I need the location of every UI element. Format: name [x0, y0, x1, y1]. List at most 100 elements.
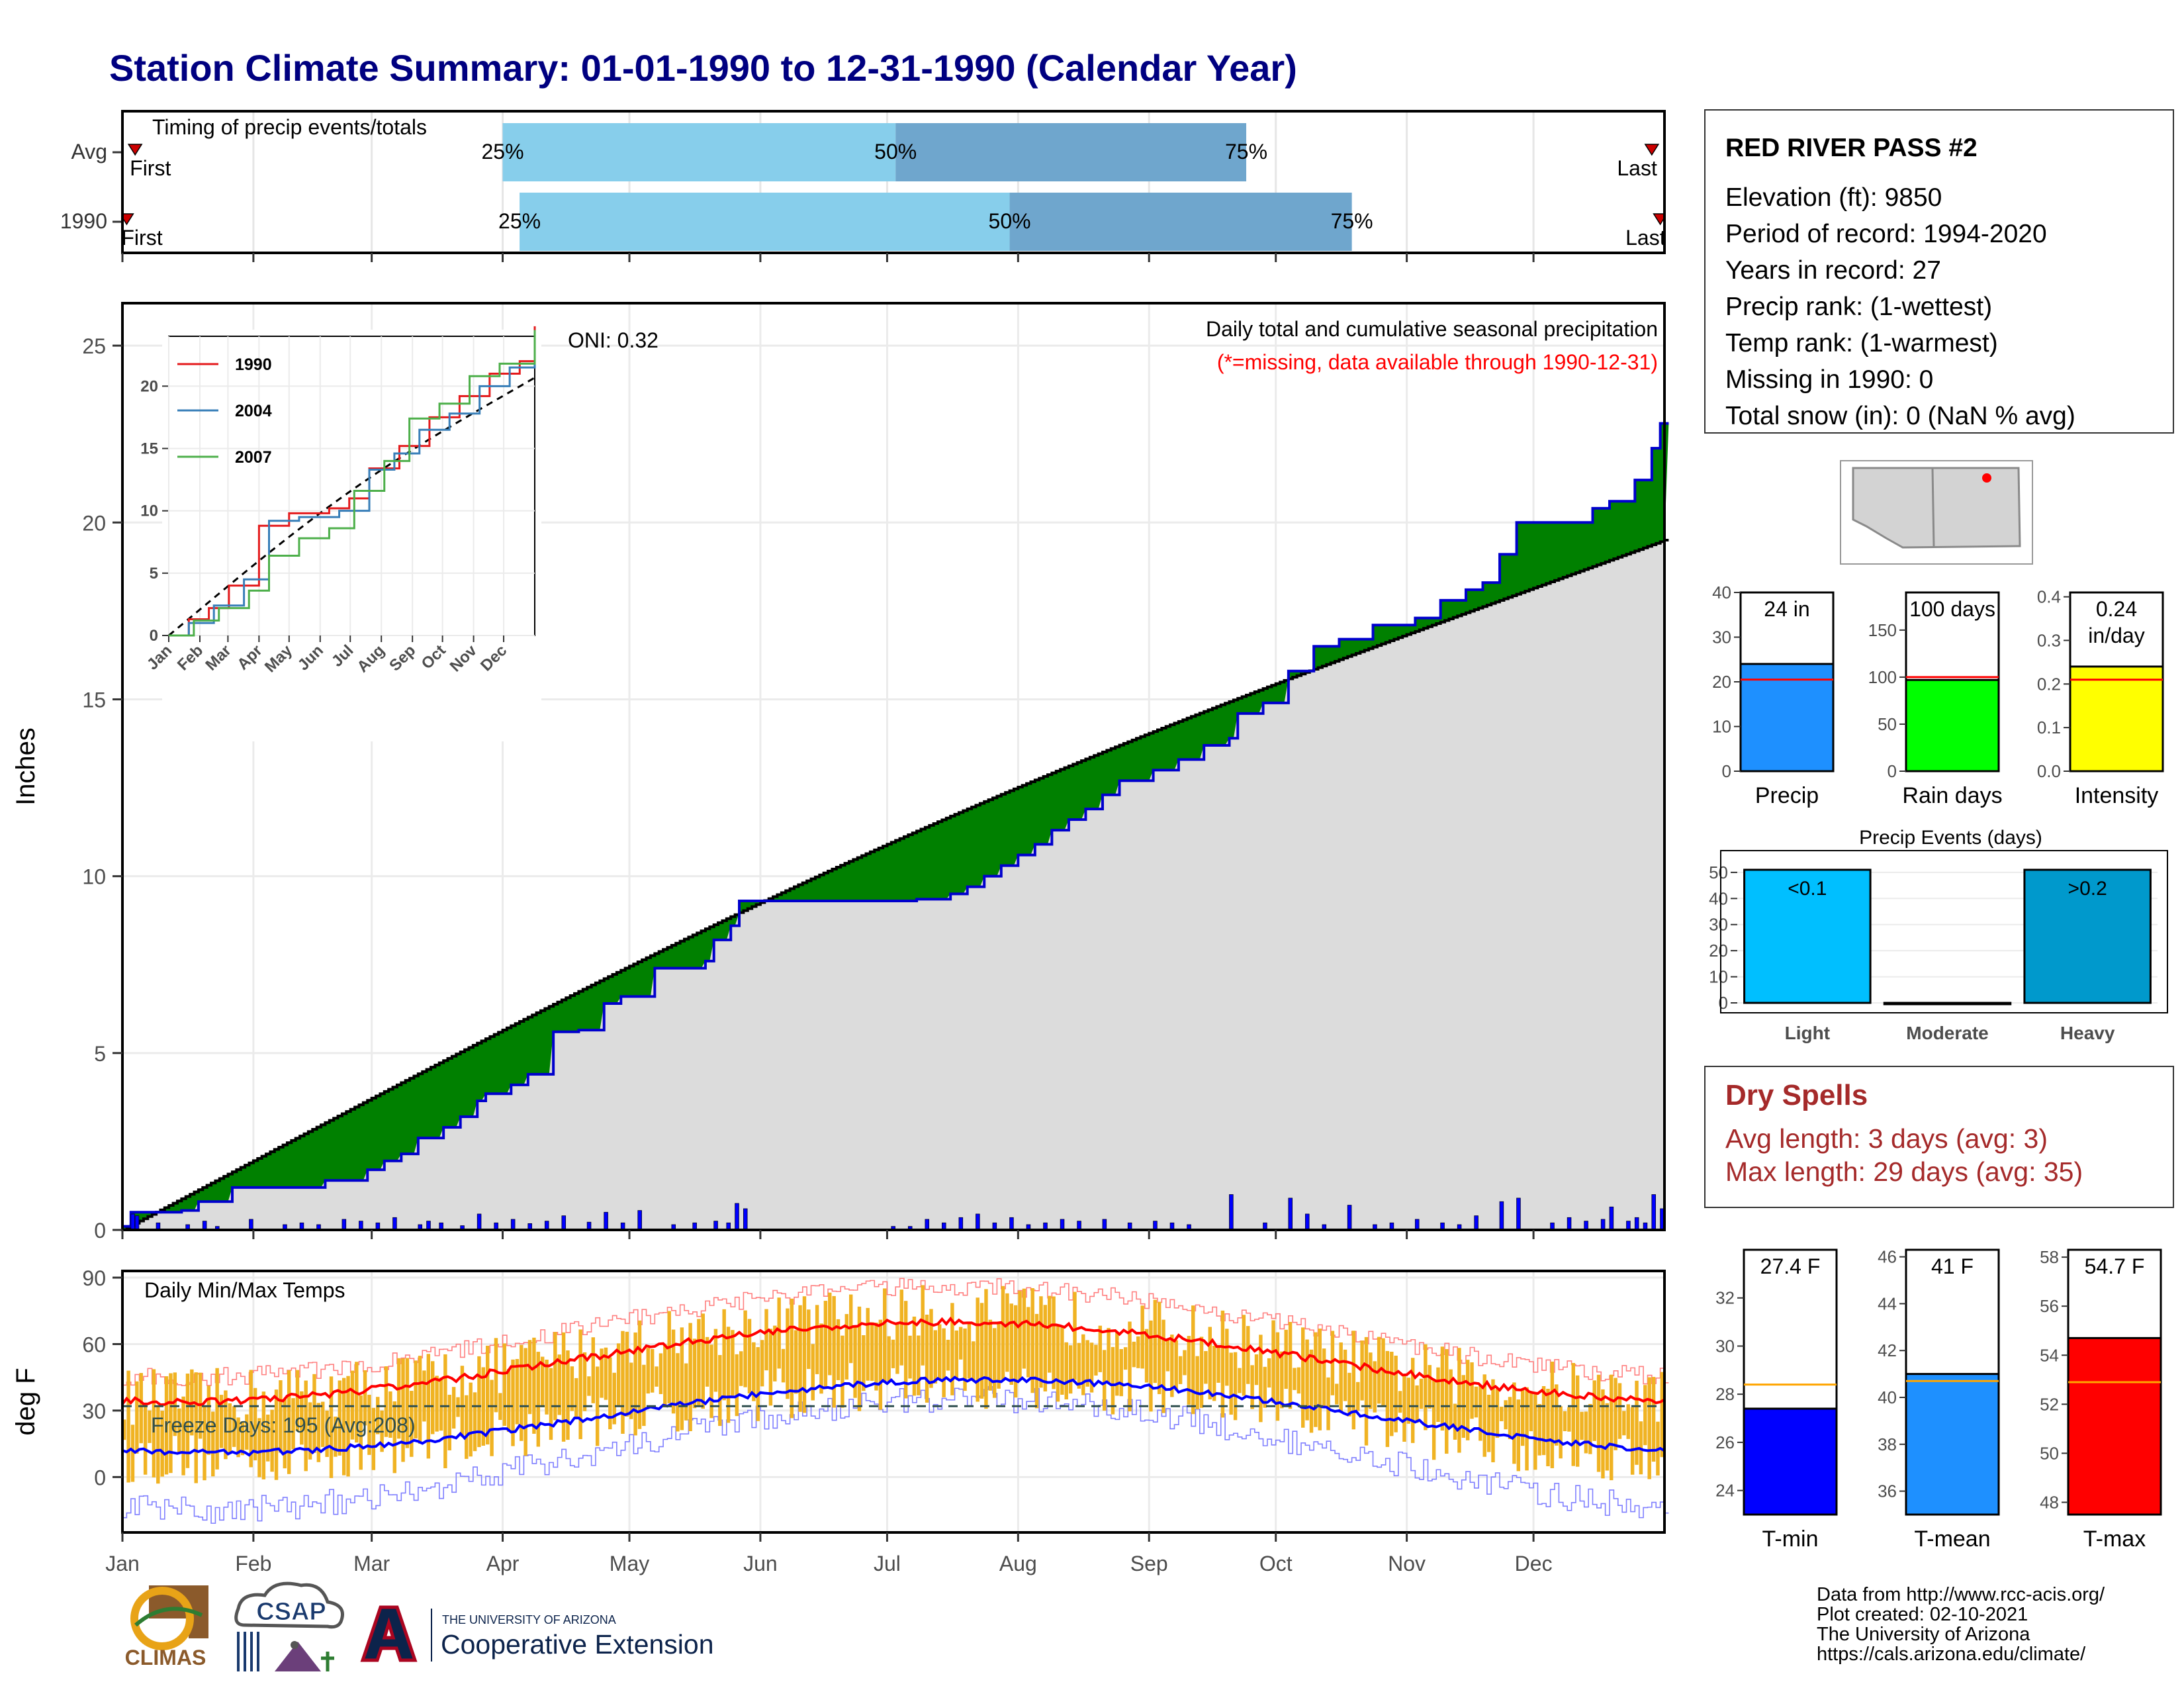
month-label: Jun: [743, 1552, 778, 1575]
daily-temp-bar: [240, 1421, 245, 1456]
daily-temp-bar: [414, 1360, 418, 1439]
daily-temp-bar: [786, 1308, 790, 1399]
ua-big-text: Cooperative Extension: [441, 1629, 714, 1660]
daily-temp-bar: [1486, 1394, 1491, 1452]
daily-temp-bar: [807, 1309, 811, 1370]
mini-bar-value-label: 54.7 F: [2085, 1254, 2145, 1278]
daily-temp-bar: [1119, 1348, 1123, 1397]
daily-temp-bar: [1584, 1411, 1588, 1454]
daily-temp-bar: [1242, 1315, 1246, 1396]
month-label: Apr: [486, 1552, 520, 1575]
daily-temp-bar: [701, 1313, 705, 1409]
mini-bar-ytick-label: 52: [2040, 1394, 2059, 1414]
month-label: Jul: [874, 1552, 901, 1575]
daily-temp-bar: [1614, 1378, 1617, 1450]
daily-precip-bar: [1102, 1219, 1107, 1231]
daily-temp-bar: [870, 1322, 874, 1382]
daily-temp-bar: [764, 1309, 768, 1371]
daily-precip-bar: [925, 1219, 930, 1231]
daily-temp-bar: [1199, 1336, 1204, 1408]
timing-first-label: First: [130, 156, 171, 180]
main-frame: [121, 302, 1666, 1231]
main-ytick-label: 10: [82, 865, 106, 889]
daily-temp-bar: [1402, 1375, 1406, 1442]
daily-temp-bar: [443, 1354, 447, 1468]
daily-temp-bar: [329, 1376, 334, 1478]
daily-temp-bar: [367, 1395, 371, 1455]
daily-precip-bar: [958, 1217, 964, 1231]
daily-precip-bar: [1229, 1194, 1234, 1231]
daily-temp-bar: [794, 1330, 798, 1394]
daily-precip-bar: [1474, 1215, 1479, 1231]
daily-temp-bar: [545, 1359, 549, 1415]
daily-temp-bar: [515, 1359, 520, 1425]
daily-temp-bar: [1491, 1379, 1495, 1462]
daily-temp-bar: [1479, 1385, 1482, 1441]
daily-temp-bar: [1089, 1342, 1094, 1393]
daily-temp-bar: [1064, 1342, 1068, 1400]
daily-precip-bar: [1626, 1221, 1631, 1231]
daily-temp-bar: [1052, 1296, 1056, 1389]
events-bar-label: >0.2: [2068, 878, 2107, 900]
daily-temp-bar: [1056, 1325, 1060, 1402]
mini-bar-name: T-max: [2083, 1526, 2146, 1552]
daily-temp-bar: [1013, 1305, 1018, 1398]
daily-temp-bar: [206, 1385, 211, 1455]
daily-temp-bar: [828, 1292, 832, 1376]
temp-frame: [121, 1270, 1666, 1534]
mini-bar-name: T-mean: [1914, 1526, 1990, 1552]
daily-temp-bar: [595, 1366, 600, 1446]
mini-bar-ytick-label: 0.1: [2037, 718, 2061, 737]
daily-temp-bar: [566, 1350, 570, 1440]
mini-bar-name: T-min: [1762, 1526, 1819, 1552]
daily-temp-bar: [756, 1347, 760, 1421]
daily-precip-bar: [1567, 1217, 1572, 1231]
dry-spells-title: Dry Spells: [1725, 1079, 1868, 1111]
daily-temp-bar: [536, 1352, 541, 1447]
daily-temp-bar: [1140, 1305, 1144, 1369]
month-label: Aug: [999, 1552, 1037, 1575]
climas-logo: CLIMAS: [125, 1585, 208, 1669]
daily-temp-bar: [228, 1403, 232, 1454]
daily-temp-bar: [1339, 1342, 1343, 1413]
daily-temp-bar: [946, 1339, 950, 1371]
daily-temp-bar: [1191, 1305, 1195, 1415]
daily-temp-bar: [1541, 1385, 1546, 1456]
timing-row-label: Avg: [71, 140, 107, 164]
daily-temp-bar: [139, 1373, 143, 1444]
daily-temp-bar: [1495, 1389, 1500, 1438]
footer-url: https://cals.arizona.edu/climate/: [1817, 1644, 2086, 1665]
daily-temp-bar: [253, 1387, 257, 1461]
avg-under-area: [122, 540, 1664, 1230]
daily-precip-bar: [1584, 1221, 1588, 1231]
month-label: Mar: [353, 1552, 390, 1575]
daily-temp-bar: [1617, 1383, 1622, 1439]
daily-temp-bar: [671, 1329, 676, 1414]
daily-temp-bar: [1170, 1335, 1174, 1397]
daily-temp-bar: [1610, 1374, 1614, 1481]
daily-temp-bar: [942, 1328, 946, 1397]
timing-bar-q2: [1009, 193, 1352, 251]
events-ytick-label: 10: [1709, 967, 1728, 987]
daily-temp-bar: [287, 1370, 291, 1474]
daily-precip-bar: [130, 1213, 135, 1231]
mini-bar-ytick-label: 50: [1878, 714, 1897, 734]
daily-temp-bar: [1001, 1286, 1005, 1380]
temperature-chart: 0 30 60 90 Jan Feb Mar Apr May Jun Jul Aug Sep Oct Nov…: [11, 1266, 1669, 1575]
daily-temp-bar: [811, 1344, 815, 1401]
daily-precip-bar: [359, 1221, 363, 1231]
events-ytick-label: 0: [1719, 993, 1728, 1013]
daily-temp-bar: [156, 1406, 160, 1484]
events-bar-label: <0.1: [1788, 878, 1827, 900]
timing-q25-label: 25%: [481, 140, 523, 164]
daily-temp-bar: [667, 1311, 671, 1403]
daily-temp-bar: [300, 1391, 304, 1445]
daily-temp-bar: [760, 1340, 764, 1387]
daily-temp-bar: [629, 1362, 633, 1419]
inset-ytick-label: 10: [140, 502, 158, 520]
mini-bar-ytick-label: 54: [2040, 1345, 2059, 1365]
daily-temp-bar: [232, 1406, 236, 1447]
daily-temp-bar: [1030, 1288, 1034, 1393]
daily-temp-bar: [506, 1368, 511, 1432]
mini-bar-ytick-label: 0: [1888, 761, 1897, 781]
